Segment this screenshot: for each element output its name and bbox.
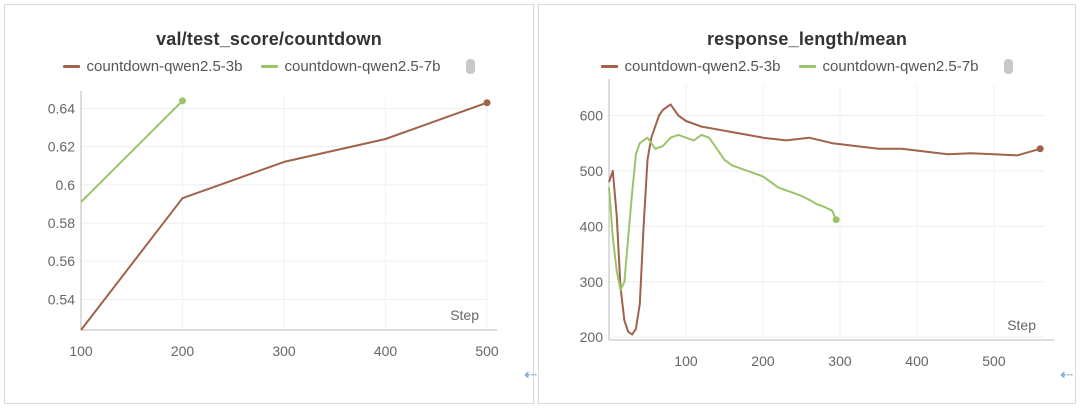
legend: countdown-qwen2.5-3b countdown-qwen2.5-7… [539, 58, 1075, 75]
y-tick-label: 0.54 [48, 291, 75, 307]
chart-panel-test-score: 0.54 0.56 0.58 0.6 0.62 0.64 100 200 300 400 500 St… [4, 4, 534, 404]
collapse-arrow-icon[interactable]: ⇠ [524, 367, 538, 384]
legend-swatch-7b [798, 65, 816, 68]
legend-scroll-handle[interactable] [466, 59, 476, 74]
legend-label-7b: countdown-qwen2.5-7b [284, 58, 441, 75]
x-tick-label: 400 [905, 353, 929, 369]
y-tick-label: 400 [580, 218, 604, 234]
legend-scroll-handle[interactable] [1004, 59, 1014, 74]
x-axis-title: Step [1007, 317, 1036, 333]
x-tick-label: 300 [272, 343, 296, 359]
x-axis-title: Step [450, 307, 479, 323]
legend-swatch-3b [600, 65, 618, 68]
legend: countdown-qwen2.5-3b countdown-qwen2.5-7… [5, 58, 533, 75]
series-end-point-0 [483, 99, 491, 107]
chart-response-length: 200 300 400 500 600 100 200 300 400 500 Step [580, 79, 1054, 369]
legend-item-7b[interactable]: countdown-qwen2.5-7b [798, 58, 979, 75]
series-end-point-1 [179, 97, 186, 105]
x-tick-label: 100 [69, 343, 93, 359]
y-tick-label: 200 [580, 329, 604, 345]
x-tick-label: 200 [751, 353, 775, 369]
legend-label-3b: countdown-qwen2.5-3b [624, 58, 781, 75]
x-tick-label: 100 [674, 353, 698, 369]
collapse-arrow-icon[interactable]: ⇠ [1060, 367, 1074, 384]
x-tick-label: 400 [374, 343, 398, 359]
chart-panel-response-length: 200 300 400 500 600 100 200 300 400 500 Step respo… [538, 4, 1076, 404]
series-end-point-0 [1036, 145, 1044, 153]
series-line-1 [608, 133, 838, 292]
legend-item-3b[interactable]: countdown-qwen2.5-3b [600, 58, 781, 75]
x-tick-label: 300 [828, 353, 852, 369]
y-tick-label: 0.62 [48, 139, 75, 155]
chart-title: val/test_score/countdown [156, 29, 382, 49]
legend-label-3b: countdown-qwen2.5-3b [86, 58, 243, 75]
y-tick-label: 0.64 [48, 100, 75, 116]
legend-label-7b: countdown-qwen2.5-7b [822, 58, 979, 75]
legend-swatch-7b [260, 65, 278, 68]
legend-item-7b[interactable]: countdown-qwen2.5-7b [260, 58, 441, 75]
series-line-0 [608, 103, 1041, 336]
chart-title: response_length/mean [706, 29, 908, 49]
y-tick-label: 300 [580, 274, 604, 290]
y-tick-label: 600 [580, 107, 604, 123]
series-line-1 [80, 100, 184, 203]
x-tick-label: 500 [982, 353, 1006, 369]
legend-item-3b[interactable]: countdown-qwen2.5-3b [62, 58, 243, 75]
series-line-0 [80, 101, 488, 331]
legend-swatch-3b [62, 65, 80, 68]
y-tick-label: 0.58 [48, 215, 75, 231]
chart-test-score: 0.54 0.56 0.58 0.6 0.62 0.64 100 200 300 400 500 St… [48, 91, 499, 359]
y-tick-label: 0.56 [48, 253, 75, 269]
y-tick-label: 0.6 [56, 177, 76, 193]
series-end-point-1 [832, 216, 840, 224]
y-tick-label: 500 [580, 163, 604, 179]
x-tick-label: 500 [475, 343, 499, 359]
x-tick-label: 200 [171, 343, 195, 359]
